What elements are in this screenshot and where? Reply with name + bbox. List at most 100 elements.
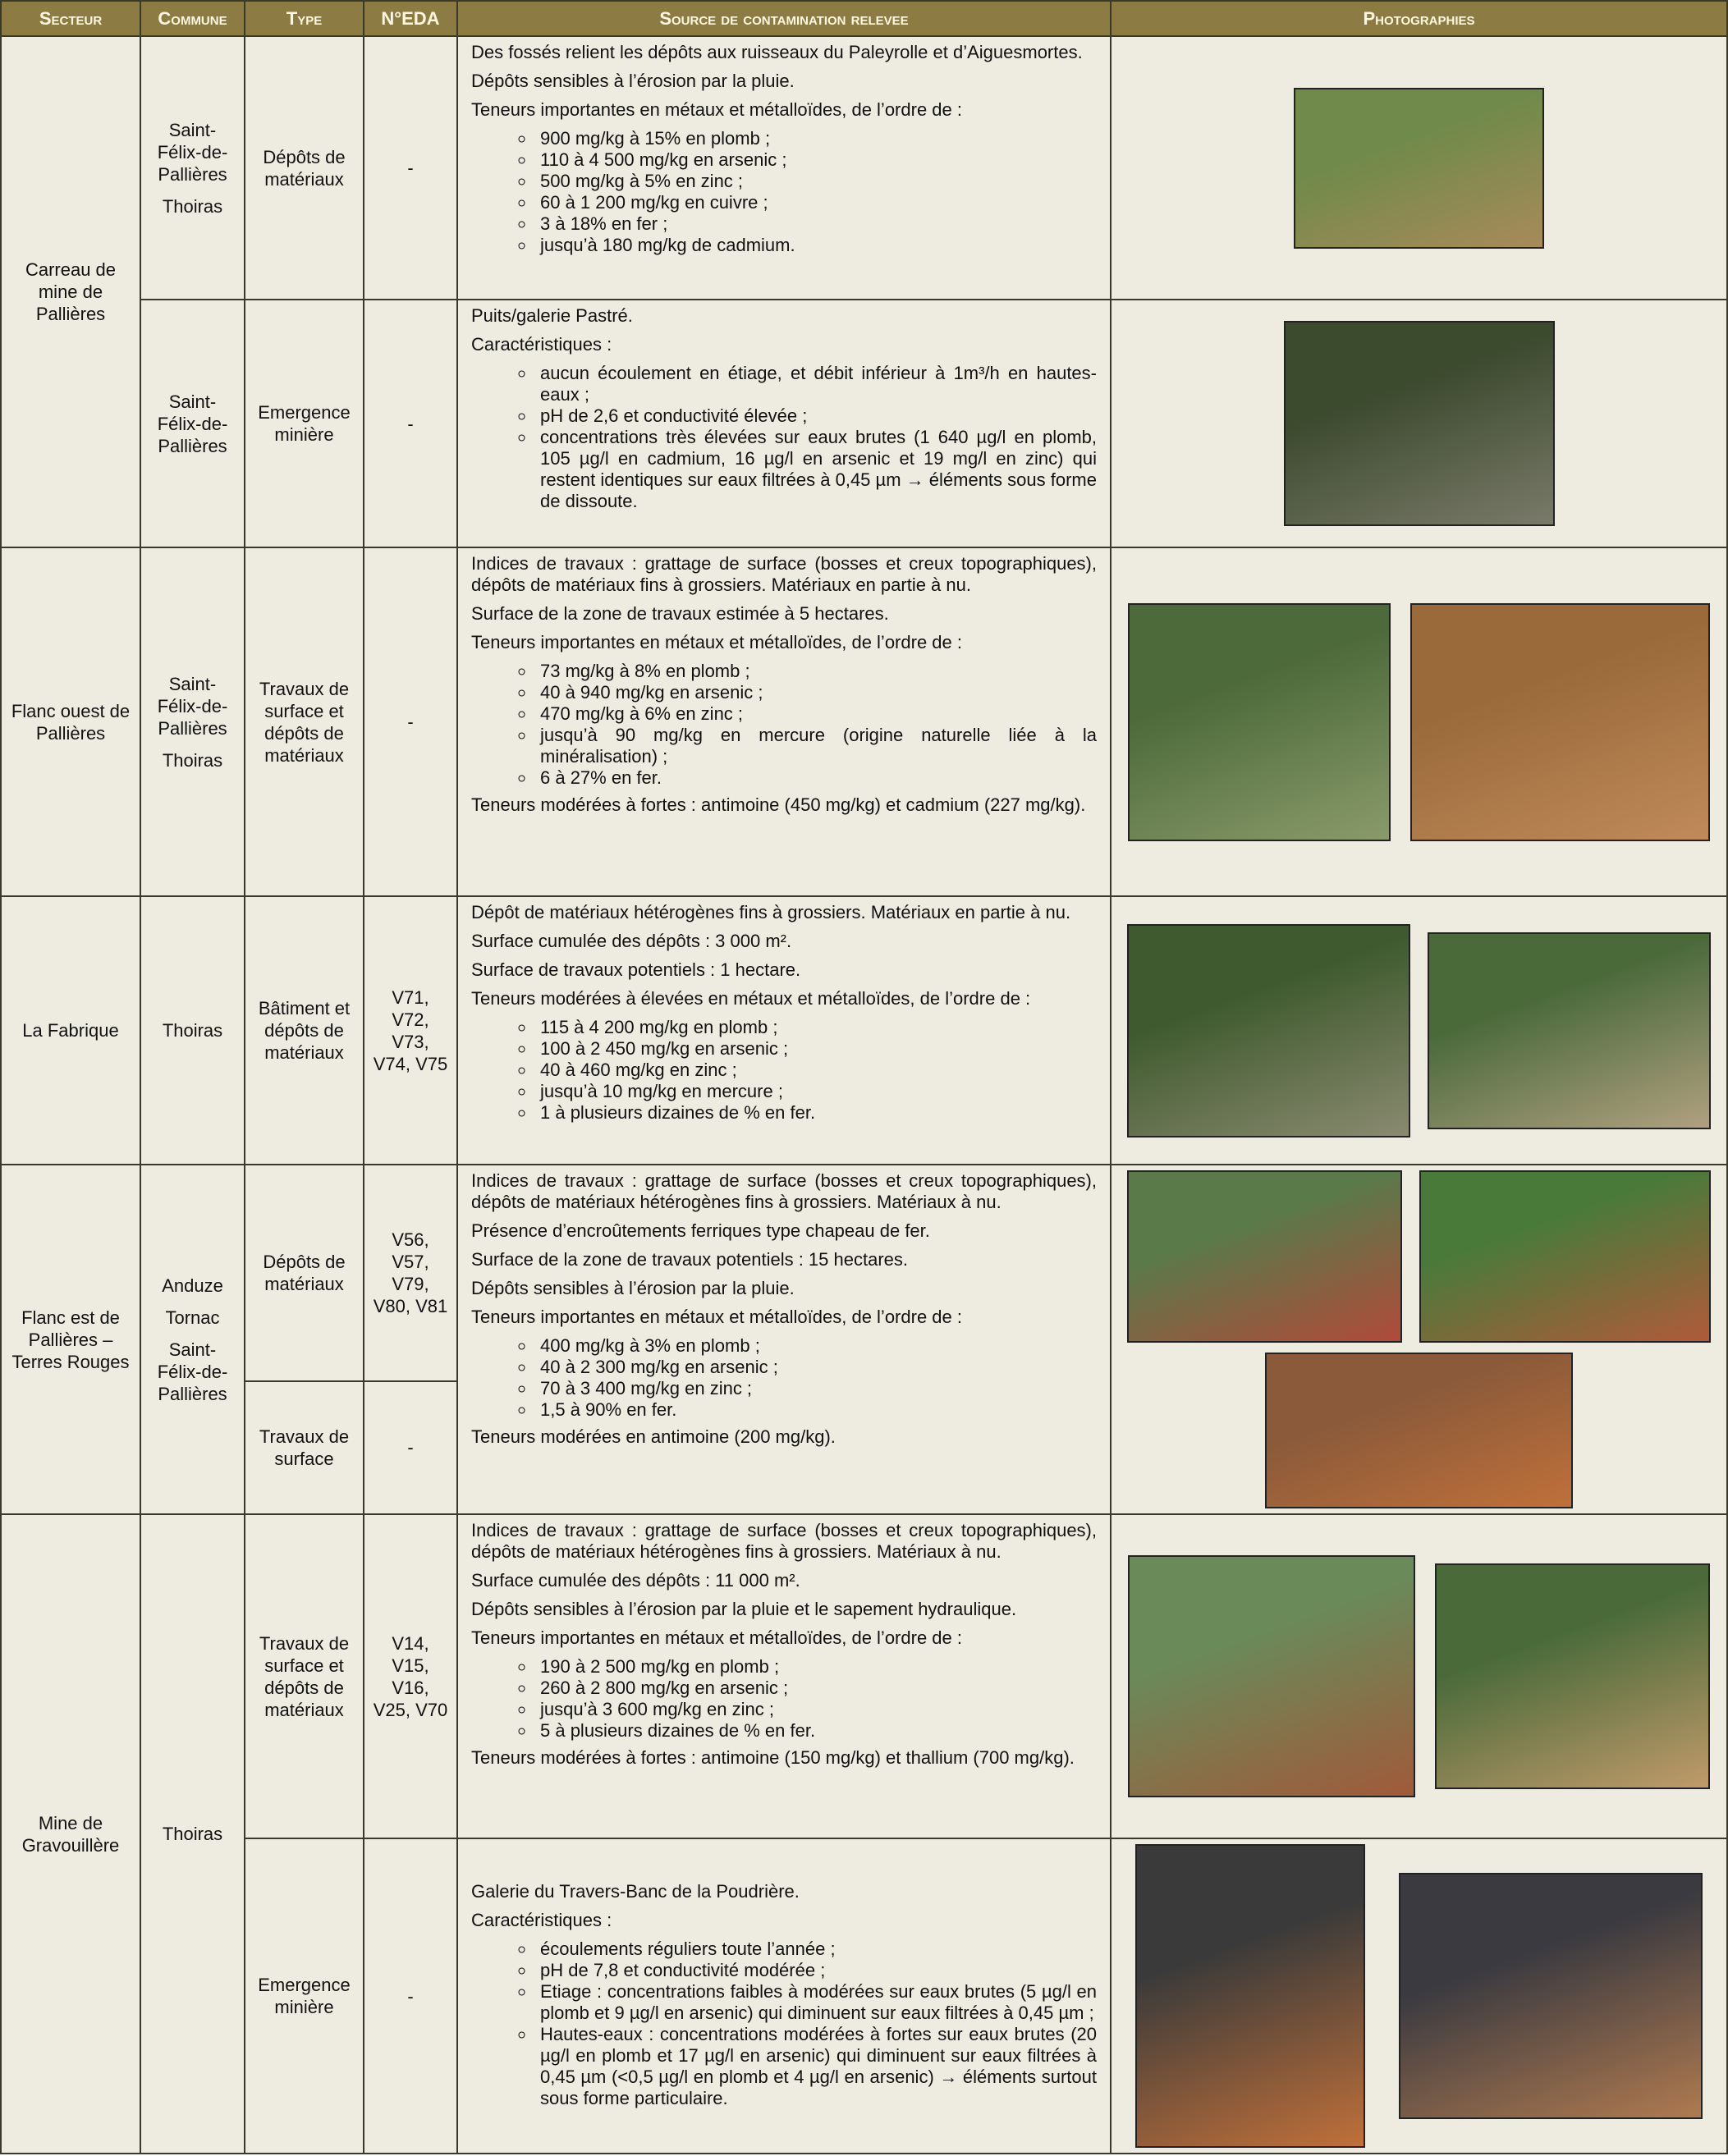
photo-group [1123, 1170, 1715, 1508]
type-cell: Travaux de surface et dépôts de matériau… [244, 1513, 364, 1839]
bullet-list: 115 à 4 200 mg/kg en plomb ;100 à 2 450 … [471, 1017, 1097, 1124]
paragraph: Teneurs importantes en métaux et métallo… [471, 99, 962, 120]
photo-cell [1110, 35, 1728, 300]
bullet-item: 110 à 4 500 mg/kg en arsenic ; [535, 149, 1097, 171]
commune-cell: Saint-Félix-de-Pallières [140, 299, 245, 548]
secteur-cell: La Fabrique [0, 895, 141, 1165]
paragraph: Dépôts sensibles à l’érosion par la plui… [471, 1599, 1017, 1619]
commune-name: Saint-Félix-de-Pallières [157, 119, 228, 185]
source-cell: Galerie du Travers-Banc de la Poudrière.… [456, 1838, 1112, 2154]
table-row: Mine de Gravouillère Thoiras Travaux de su… [0, 1513, 1728, 2154]
commune-name: Thoiras [162, 749, 223, 771]
source-cell: Puits/galerie Pastré. Caractéristiques : a… [456, 299, 1112, 548]
source-cell: Indices de travaux : grattage de surface… [456, 1513, 1112, 1839]
header-row: Secteur Commune Type N°EDA Source de con… [0, 0, 1728, 37]
bullet-item: 190 à 2 500 mg/kg en plomb ; [535, 1656, 1097, 1678]
bullet-item: 3 à 18% en fer ; [535, 213, 1097, 235]
commune-cell: Thoiras [140, 895, 245, 1165]
paragraph: Des fossés relient les dépôts aux ruisse… [471, 42, 1083, 62]
photo-group [1123, 602, 1715, 841]
paragraph: Dépôts sensibles à l’érosion par la plui… [471, 1278, 795, 1298]
photo [1265, 1353, 1573, 1508]
table-row: Carreau de mine de Pallières Saint-Félix-… [0, 35, 1728, 548]
paragraph: Présence d’encroûtements ferriques type … [471, 1220, 930, 1241]
bullet-item: jusqu’à 180 mg/kg de cadmium. [535, 235, 1097, 256]
photo-group [1123, 321, 1715, 526]
photo-group [1123, 923, 1715, 1138]
photo-group [1123, 1844, 1715, 2148]
bullet-item: 73 mg/kg à 8% en plomb ; [535, 661, 1097, 682]
commune-name: Saint-Félix-de-Pallières [157, 1339, 228, 1404]
paragraph: Teneurs modérées à élevées en métaux et … [471, 988, 1031, 1009]
type-cell: Emergence minière [244, 1838, 364, 2154]
paragraph: Indices de travaux : grattage de surface… [471, 1170, 1097, 1212]
source-cell: Indices de travaux : grattage de surface… [456, 547, 1112, 897]
table-row: Emergence minière - Galerie du Travers-Ban… [1, 1838, 1728, 2154]
photo [1399, 1873, 1703, 2119]
eda-cell: - [363, 35, 458, 300]
paragraph: Puits/galerie Pastré. [471, 305, 633, 326]
bullet-item: 1,5 à 90% en fer. [535, 1399, 1097, 1421]
bullet-item: jusqu’à 3 600 mg/kg en zinc ; [535, 1699, 1097, 1720]
bullet-item: Hautes-eaux : concentrations modérées à … [535, 2024, 1097, 2109]
bullet-item: 100 à 2 450 mg/kg en arsenic ; [535, 1038, 1097, 1060]
source-cell: Des fossés relient les dépôts aux ruisse… [456, 35, 1112, 300]
photo [1283, 321, 1555, 526]
commune-cell: Saint-Félix-de-Pallières Thoiras [140, 35, 245, 300]
type-cell: Emergence minière [244, 299, 364, 548]
photo [1126, 923, 1410, 1138]
photo-cell [1110, 895, 1728, 1165]
paragraph: Dépôts sensibles à l’érosion par la plui… [471, 71, 795, 91]
commune-name: Tornac [165, 1307, 220, 1328]
eda-cell: - [363, 547, 458, 897]
secteur-cell: Carreau de mine de Pallières [0, 35, 141, 548]
type-cell: Dépôts de matériaux [244, 35, 364, 300]
header-cell: Source de contamination relevee [456, 0, 1112, 37]
commune-cell: Anduze Tornac Saint-Félix-de-Pallières [140, 1164, 245, 1515]
bullet-list: 400 mg/kg à 3% en plomb ;40 à 2 300 mg/k… [471, 1335, 1097, 1421]
table-row: Travaux de surface - [1, 1380, 1727, 1516]
bullet-item: 900 mg/kg à 15% en plomb ; [535, 128, 1097, 149]
paragraph: Dépôt de matériaux hétérogènes fins à gr… [471, 902, 1071, 922]
bullet-item: 115 à 4 200 mg/kg en plomb ; [535, 1017, 1097, 1038]
photo [1126, 1170, 1402, 1343]
bullet-item: jusqu’à 90 mg/kg en mercure (origine nat… [535, 725, 1097, 767]
eda-cell: V71, V72, V73, V74, V75 [363, 895, 458, 1165]
commune-name: Thoiras [162, 1020, 223, 1041]
photo [1294, 87, 1544, 249]
header-cell: Secteur [0, 0, 141, 37]
bullet-item: écoulements réguliers toute l’année ; [535, 1939, 1097, 1960]
bullet-item: jusqu’à 10 mg/kg en mercure ; [535, 1081, 1097, 1102]
bullet-item: 1 à plusieurs dizaines de % en fer. [535, 1102, 1097, 1124]
table-row: La Fabrique Thoiras Bâtiment et dépôts de … [0, 895, 1728, 1165]
bullet-item: 470 mg/kg à 6% en zinc ; [535, 703, 1097, 725]
commune-name: Thoiras [162, 195, 223, 217]
bullet-item: 5 à plusieurs dizaines de % en fer. [535, 1720, 1097, 1742]
eda-cell: - [363, 1380, 458, 1516]
paragraph: Galerie du Travers-Banc de la Poudrière. [471, 1880, 800, 1902]
header-cell: Type [244, 0, 364, 37]
paragraph: Caractéristiques : [471, 334, 612, 355]
paragraph: Surface cumulée des dépôts : 3 000 m². [471, 931, 792, 951]
bullet-item: 70 à 3 400 mg/kg en zinc ; [535, 1378, 1097, 1399]
bullet-item: aucun écoulement en étiage, et débit inf… [535, 363, 1097, 405]
photo-cell [1110, 1513, 1728, 1839]
bullet-list: écoulements réguliers toute l’année ;pH … [471, 1939, 1097, 2109]
bullet-item: 400 mg/kg à 3% en plomb ; [535, 1335, 1097, 1357]
bullet-list: 900 mg/kg à 15% en plomb ;110 à 4 500 mg… [471, 128, 1097, 256]
table-row: Flanc est de Pallières – Terres Rouges An… [0, 1164, 1728, 1515]
paragraph: Surface de la zone de travaux potentiels… [471, 1249, 908, 1270]
photo-group [1123, 1555, 1715, 1797]
commune-cell: Saint-Félix-de-Pallières Thoiras [140, 547, 245, 897]
paragraph: Indices de travaux : grattage de surface… [471, 1520, 1097, 1562]
bullet-item: 40 à 460 mg/kg en zinc ; [535, 1060, 1097, 1081]
photo [1128, 602, 1391, 841]
paragraph: Surface de travaux potentiels : 1 hectar… [471, 959, 801, 980]
source-cell: Indices de travaux : grattage de surface… [456, 1164, 1112, 1515]
paragraph: Teneurs modérées en antimoine (200 mg/kg… [471, 1426, 836, 1447]
paragraph: Surface de la zone de travaux estimée à … [471, 603, 889, 624]
photo [1128, 1555, 1415, 1797]
bullet-item: 6 à 27% en fer. [535, 767, 1097, 789]
bullet-item: 40 à 940 mg/kg en arsenic ; [535, 682, 1097, 703]
